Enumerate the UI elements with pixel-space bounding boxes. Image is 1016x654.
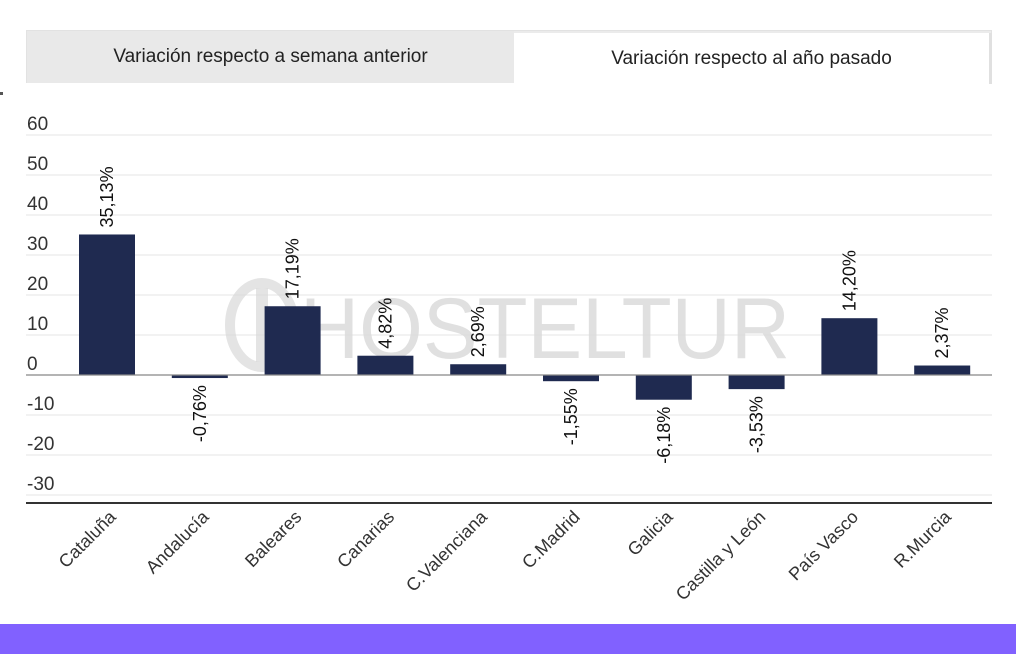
y-tick-label: 20 — [27, 274, 48, 295]
footer-bar — [0, 624, 1016, 654]
x-tick-label: País Vasco — [785, 507, 863, 585]
y-tick-label: 50 — [27, 154, 48, 175]
x-tick-label: Cataluña — [55, 506, 121, 572]
x-tick-label: Castilla y León — [672, 507, 770, 605]
bar — [821, 318, 878, 375]
y-tick-label: 60 — [27, 114, 48, 135]
data-label: 14,20% — [839, 250, 859, 311]
data-label: -0,76% — [190, 385, 210, 442]
data-label: 4,82% — [375, 298, 395, 349]
bar — [357, 355, 414, 375]
bar — [264, 306, 321, 375]
bar — [914, 365, 971, 375]
data-label: 17,19% — [283, 238, 303, 299]
y-tick-label: -10 — [27, 394, 54, 415]
tab-weekly-variation[interactable]: Variación respecto a semana anterior — [27, 31, 514, 83]
bar — [543, 375, 599, 382]
bar — [450, 364, 507, 375]
data-label: 35,13% — [97, 166, 117, 227]
y-tick-label: 10 — [27, 314, 48, 335]
data-label: 2,69% — [468, 306, 488, 357]
x-tick-label: C.Valenciana — [402, 506, 492, 596]
edge-marker — [0, 92, 3, 95]
x-tick-label: Baleares — [241, 507, 305, 571]
bar — [635, 375, 692, 400]
x-tick-label: C.Madrid — [518, 507, 584, 573]
bar — [728, 375, 785, 390]
y-tick-label: 30 — [27, 234, 48, 255]
bar — [79, 234, 135, 375]
x-tick-label: Andalucía — [142, 506, 213, 577]
data-label: -6,18% — [654, 407, 674, 464]
x-tick-label: Canarias — [333, 507, 398, 572]
tab-yearly-variation[interactable]: Variación respecto al año pasado — [514, 33, 992, 84]
data-label: -3,53% — [747, 396, 767, 453]
y-tick-label: 0 — [27, 354, 38, 375]
x-tick-label: R.Murcia — [890, 506, 956, 572]
data-label: -1,55% — [561, 388, 581, 445]
y-tick-label: 40 — [27, 194, 48, 215]
tab-bar: Variación respecto a semana anterior Var… — [26, 30, 992, 84]
x-tick-label: Galicia — [624, 506, 678, 560]
data-label: 2,37% — [932, 307, 952, 358]
bar — [171, 375, 228, 379]
y-tick-label: -20 — [27, 434, 54, 455]
y-tick-label: -30 — [27, 474, 54, 495]
